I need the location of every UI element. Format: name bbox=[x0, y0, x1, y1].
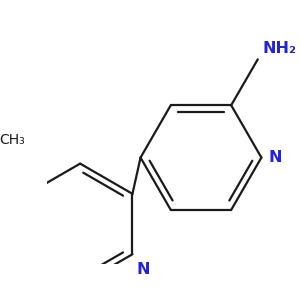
Text: N: N bbox=[136, 262, 150, 277]
Text: NH₂: NH₂ bbox=[262, 41, 297, 56]
Text: N: N bbox=[268, 150, 281, 165]
Text: CH₃: CH₃ bbox=[0, 133, 25, 147]
